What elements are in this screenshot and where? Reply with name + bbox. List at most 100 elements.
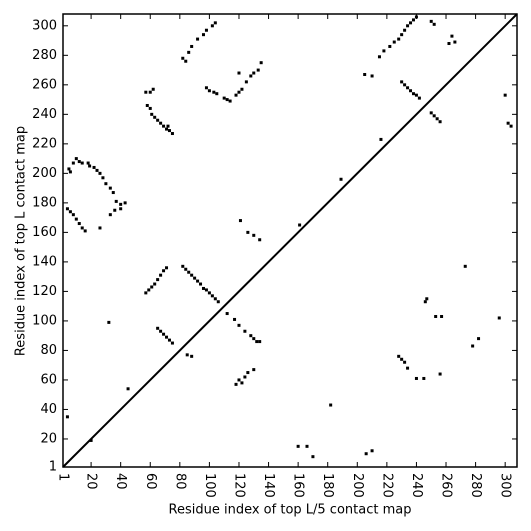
- point: [108, 213, 112, 217]
- point: [440, 314, 444, 318]
- point: [240, 87, 244, 91]
- point: [252, 368, 256, 372]
- point: [199, 282, 203, 286]
- y-tick-label: 140: [32, 254, 57, 269]
- point: [150, 112, 154, 116]
- point: [210, 294, 214, 298]
- point: [196, 37, 200, 41]
- x-tick-label: 60: [143, 473, 158, 490]
- point: [503, 93, 507, 97]
- point: [435, 117, 439, 121]
- point: [193, 276, 197, 280]
- point: [156, 326, 160, 330]
- point: [237, 90, 241, 94]
- point: [165, 127, 169, 131]
- point: [447, 42, 451, 46]
- point: [414, 376, 418, 380]
- point: [65, 207, 69, 211]
- y-tick-label: 200: [32, 166, 57, 181]
- point: [363, 72, 367, 76]
- point: [181, 56, 185, 60]
- point: [256, 68, 260, 72]
- point: [167, 129, 171, 133]
- point: [201, 33, 205, 37]
- point: [153, 115, 157, 119]
- point: [162, 269, 166, 273]
- point: [305, 444, 309, 448]
- point: [364, 452, 368, 456]
- point: [123, 201, 127, 205]
- point: [159, 121, 163, 125]
- point: [377, 55, 381, 59]
- point: [65, 415, 69, 419]
- point: [243, 329, 247, 333]
- point: [80, 226, 84, 230]
- point: [414, 93, 418, 97]
- point: [83, 229, 87, 233]
- point: [98, 226, 102, 230]
- point: [212, 90, 216, 94]
- point: [233, 317, 237, 321]
- point: [156, 118, 160, 122]
- point: [411, 92, 415, 96]
- point: [68, 210, 72, 214]
- point: [244, 80, 248, 84]
- point: [425, 297, 429, 301]
- point: [162, 124, 166, 128]
- point: [463, 264, 467, 268]
- point: [89, 438, 93, 442]
- point: [204, 288, 208, 292]
- point: [388, 44, 392, 48]
- y-axis-label: Residue index of top L contact map: [14, 126, 29, 356]
- point: [400, 33, 404, 37]
- point: [339, 177, 343, 181]
- point: [187, 270, 191, 274]
- point: [417, 96, 421, 100]
- y-tick-label: 220: [32, 136, 57, 151]
- point: [228, 99, 232, 103]
- point: [432, 114, 436, 118]
- point: [86, 161, 90, 165]
- point: [225, 98, 229, 102]
- y-tick-label: 120: [32, 284, 57, 299]
- y-tick-label: 100: [32, 313, 57, 328]
- point: [429, 19, 433, 23]
- point: [77, 222, 81, 226]
- point: [190, 354, 194, 358]
- x-tick-label: 160: [291, 473, 306, 498]
- point: [107, 320, 111, 324]
- point: [74, 157, 78, 161]
- point: [166, 124, 170, 128]
- y-tick-label: 20: [40, 431, 57, 446]
- point: [144, 90, 148, 94]
- point: [119, 202, 123, 206]
- point: [165, 335, 169, 339]
- point: [238, 219, 242, 223]
- point: [246, 230, 250, 234]
- point: [184, 267, 188, 271]
- point: [237, 378, 241, 382]
- x-tick-label: 140: [261, 473, 276, 498]
- point: [409, 21, 413, 25]
- point: [71, 161, 75, 165]
- point: [222, 96, 226, 100]
- point: [252, 233, 256, 237]
- point: [68, 170, 72, 174]
- point: [190, 273, 194, 277]
- point: [145, 103, 149, 107]
- point: [434, 314, 438, 318]
- point: [258, 340, 262, 344]
- point: [71, 213, 75, 217]
- x-tick-label: 280: [468, 473, 483, 498]
- point: [181, 264, 185, 268]
- point: [397, 354, 401, 358]
- point: [108, 186, 112, 190]
- y-tick-label: 240: [32, 107, 57, 122]
- point: [382, 49, 386, 53]
- point: [237, 323, 241, 327]
- plot-frame: [62, 13, 518, 468]
- point: [151, 87, 155, 91]
- x-tick-label: 100: [202, 473, 217, 498]
- point: [477, 337, 481, 341]
- point: [101, 176, 105, 180]
